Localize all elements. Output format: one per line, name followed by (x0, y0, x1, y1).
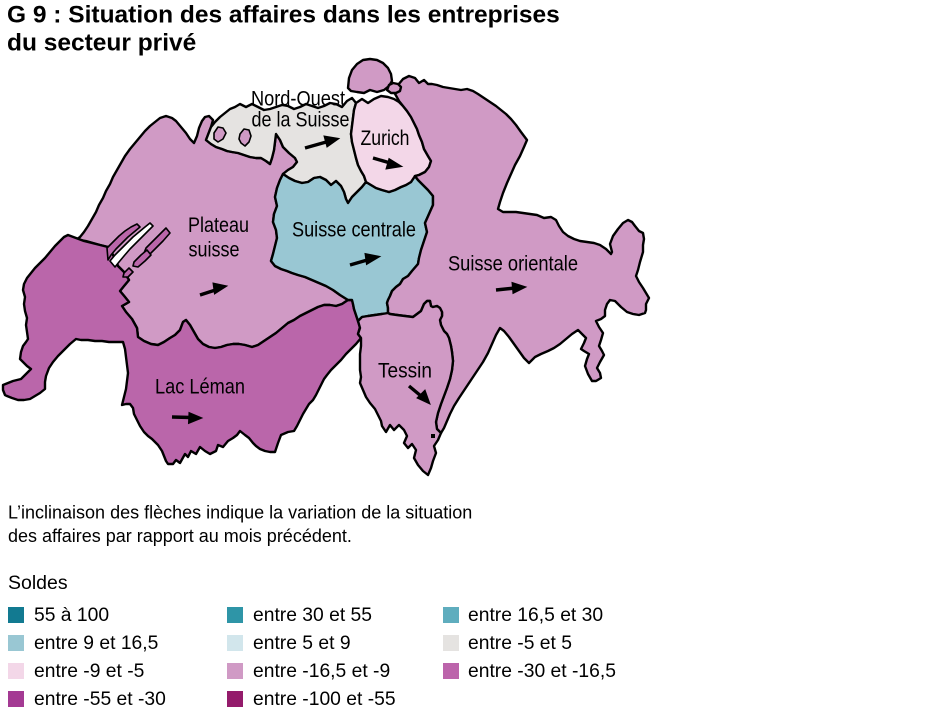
svg-text:entre -5 et 5: entre -5 et 5 (468, 633, 572, 654)
svg-text:entre -30 et -16,5: entre -30 et -16,5 (468, 661, 616, 682)
svg-text:Soldes: Soldes (8, 572, 68, 594)
svg-text:entre 30 et 55: entre 30 et 55 (253, 605, 372, 626)
svg-text:Suisse centrale: Suisse centrale (292, 219, 416, 242)
svg-text:G 9 : Situation des affaires d: G 9 : Situation des affaires dans les en… (7, 2, 560, 29)
svg-text:Suisse orientale: Suisse orientale (448, 253, 578, 276)
svg-text:entre 16,5 et 30: entre 16,5 et 30 (468, 605, 603, 626)
svg-text:entre -55 et -30: entre -55 et -30 (34, 689, 166, 710)
svg-text:L’inclinaison des flèches indi: L’inclinaison des flèches indique la var… (8, 503, 472, 523)
svg-text:Tessin: Tessin (378, 360, 432, 383)
svg-text:de la Suisse: de la Suisse (252, 109, 350, 132)
svg-text:du secteur privé: du secteur privé (7, 30, 196, 57)
svg-text:Nord-Ouest: Nord-Ouest (251, 88, 345, 111)
svg-text:Plateau: Plateau (188, 214, 249, 237)
svg-text:des affaires par rapport au mo: des affaires par rapport au mois précéde… (8, 526, 352, 546)
svg-text:entre -9 et -5: entre -9 et -5 (34, 661, 144, 682)
svg-text:Zurich: Zurich (361, 127, 410, 150)
svg-text:entre -100 et -55: entre -100 et -55 (253, 689, 396, 710)
svg-text:entre -16,5 et -9: entre -16,5 et -9 (253, 661, 390, 682)
svg-text:entre 5 et 9: entre 5 et 9 (253, 633, 351, 654)
svg-text:entre 9 et 16,5: entre 9 et 16,5 (34, 633, 158, 654)
svg-text:Lac Léman: Lac Léman (155, 376, 245, 399)
svg-text:55 à 100: 55 à 100 (34, 605, 109, 626)
svg-text:suisse: suisse (189, 239, 240, 262)
